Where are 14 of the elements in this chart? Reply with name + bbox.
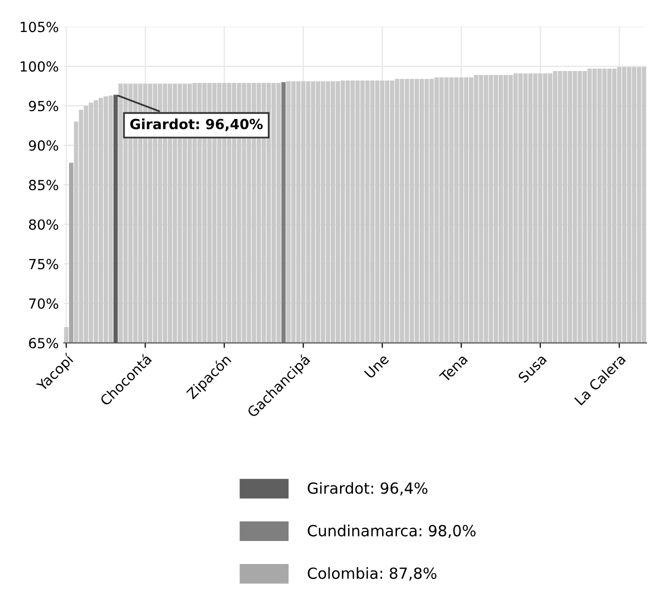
y-tick-label: 75% <box>29 258 58 270</box>
y-tick-label: 95% <box>28 100 58 112</box>
y-tick-label: 80% <box>29 219 58 230</box>
y-tick-label: 90% <box>28 140 58 151</box>
y-tick-label: 85% <box>29 180 58 190</box>
y-tick-label: 70% <box>29 298 58 309</box>
legend-label: Cundinamarca: 98,0% <box>308 524 476 538</box>
legend-label: Colombia: 87,8% <box>308 567 436 581</box>
x-tick-label: Une <box>364 353 390 379</box>
y-tick-label: 100% <box>20 61 58 72</box>
annotation: Girardot: 96,40% <box>130 118 263 132</box>
legend-label: Girardot: 96,4% <box>308 482 428 496</box>
y-tick-label: 105% <box>20 22 58 32</box>
y-tick-label: 65% <box>29 338 58 348</box>
